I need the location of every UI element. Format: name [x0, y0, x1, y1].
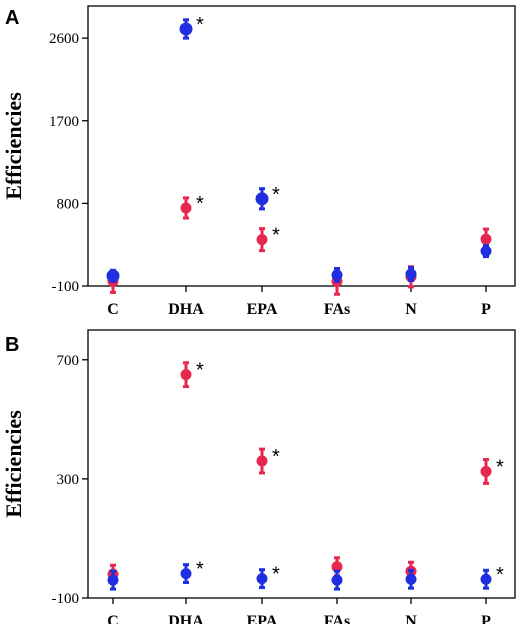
- plot-frame: [87, 5, 516, 287]
- significance-star: *: [272, 225, 280, 247]
- panel-a: A Efficiencies -100 800 1700 2600 C DHA EPA FAs N P…: [1, 5, 516, 318]
- data-point: [180, 369, 192, 381]
- y-tick-label: -100: [52, 279, 80, 295]
- x-tick-label: DHA: [168, 613, 204, 624]
- data-point: [331, 574, 343, 586]
- x-tick-label: N: [405, 613, 417, 624]
- significance-star: *: [272, 446, 280, 468]
- y-axis-label: Efficiencies: [1, 92, 26, 200]
- data-point: [256, 455, 268, 467]
- x-tick-label: C: [107, 301, 119, 318]
- y-tick-label: 1700: [49, 114, 79, 130]
- x-tick-label: C: [107, 613, 119, 624]
- x-tick-label: FAs: [324, 613, 350, 624]
- data-point: [331, 561, 343, 573]
- data-point: [255, 192, 269, 206]
- x-tick-label: P: [481, 301, 491, 318]
- significance-star: *: [196, 360, 204, 382]
- x-tick-label: N: [405, 301, 417, 318]
- data-point: [180, 202, 192, 214]
- significance-star: *: [196, 193, 204, 215]
- x-tick-label: FAs: [324, 301, 350, 318]
- x-tick-label: P: [481, 613, 491, 624]
- data-point: [180, 568, 192, 580]
- y-tick-label: 300: [57, 472, 80, 488]
- significance-star: *: [496, 564, 504, 586]
- significance-star: *: [196, 14, 204, 36]
- significance-star: *: [272, 184, 280, 206]
- y-tick-label: 800: [57, 196, 80, 212]
- plot-frame: [87, 329, 516, 599]
- y-tick-label: -100: [52, 591, 80, 607]
- panel-letter: A: [5, 7, 19, 29]
- data-point: [256, 573, 268, 585]
- significance-star: *: [196, 559, 204, 581]
- y-tick-label: 2600: [49, 31, 79, 47]
- panel-b: B Efficiencies -100 300 700 C DHA EPA FAs N P * * * * *…: [1, 329, 516, 624]
- panel-letter: B: [5, 334, 19, 356]
- data-point: [106, 269, 120, 283]
- data-point: [179, 22, 193, 36]
- x-tick-label: EPA: [247, 613, 278, 624]
- data-point: [107, 574, 119, 586]
- data-point: [331, 269, 343, 281]
- significance-star: *: [272, 564, 280, 586]
- data-point: [405, 268, 417, 280]
- y-axis-label: Efficiencies: [1, 410, 26, 518]
- y-tick-label: 700: [57, 353, 80, 369]
- x-tick-label: EPA: [247, 301, 278, 318]
- data-point: [480, 465, 492, 477]
- significance-star: *: [496, 456, 504, 478]
- data-point: [405, 573, 417, 585]
- x-tick-label: DHA: [168, 301, 204, 318]
- data-point: [256, 234, 268, 246]
- data-point: [480, 245, 492, 257]
- data-point: [480, 573, 492, 585]
- data-point: [480, 233, 492, 245]
